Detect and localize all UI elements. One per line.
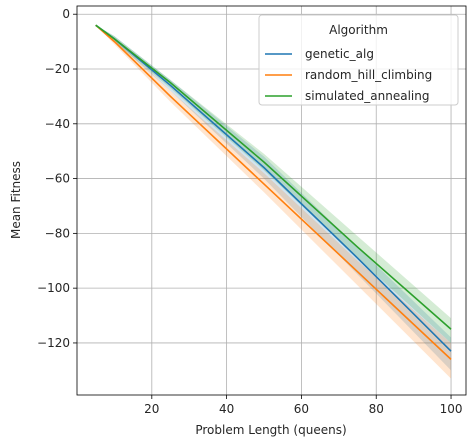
x-tick-label: 100 [440, 402, 463, 416]
x-axis-ticks: 20 40 60 80 100 [144, 395, 462, 416]
legend: Algorithm genetic_alg random_hill_climbing… [258, 14, 459, 106]
series-line [95, 24, 452, 360]
legend-entry-label: random_hill_climbing [305, 68, 432, 82]
y-tick-label: −20 [45, 62, 70, 76]
x-tick-label: 20 [144, 402, 159, 416]
x-tick-label: 60 [294, 402, 309, 416]
y-tick-label: −60 [45, 172, 70, 186]
confidence-bands [95, 25, 452, 379]
y-tick-label: 0 [62, 7, 70, 21]
y-tick-label: −120 [37, 336, 70, 350]
series-line [95, 24, 452, 330]
confidence-band [95, 25, 452, 379]
legend-entry-label: genetic_alg [305, 47, 374, 61]
legend-box [258, 14, 459, 106]
x-tick-label: 80 [369, 402, 384, 416]
y-tick-label: −80 [45, 226, 70, 240]
x-axis-label: Problem Length (queens) [195, 423, 346, 437]
legend-title: Algorithm [329, 23, 388, 37]
x-tick-label: 40 [219, 402, 234, 416]
legend-entry-label: simulated_annealing [305, 89, 429, 103]
y-tick-label: −100 [37, 281, 70, 295]
y-axis-ticks: 0 −20 −40 −60 −80 −100 −120 [37, 7, 77, 350]
plot-frame [76, 5, 467, 396]
y-axis-label: Mean Fitness [9, 161, 23, 239]
series-lines [95, 24, 452, 360]
y-tick-label: −40 [45, 117, 70, 131]
